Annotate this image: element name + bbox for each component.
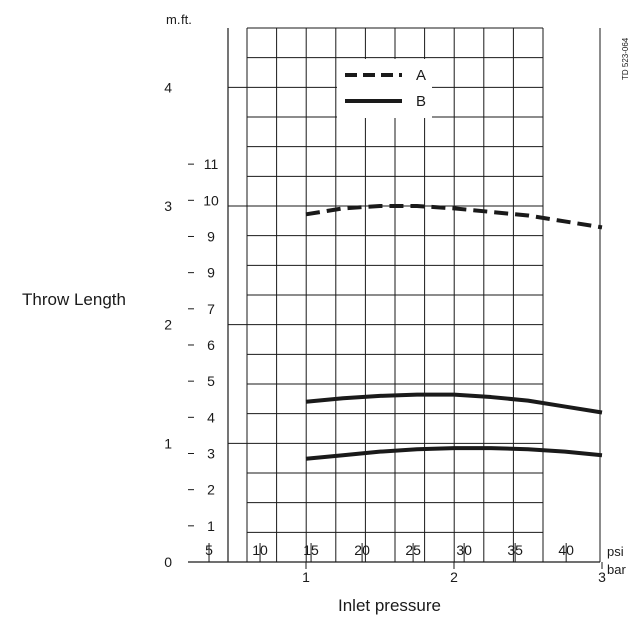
legend-box — [337, 59, 432, 118]
series-line-a-0 — [305, 204, 603, 230]
x-tick-label-psi: 40 — [558, 542, 574, 558]
legend-label-b: B — [416, 93, 426, 110]
x-tick-label-bar: 1 — [302, 569, 310, 585]
y-tick-label-m: 0 — [164, 554, 172, 570]
x-tick-label-psi: 10 — [252, 542, 268, 558]
y-units-secondary: ft. — [181, 12, 192, 27]
x-tick-label-psi: 5 — [205, 542, 213, 558]
plot-curves — [305, 204, 603, 461]
y-tick-label-m: 2 — [164, 317, 172, 333]
x-tick-label-bar: 2 — [450, 569, 458, 585]
y-tick-label-ft: 6 — [207, 337, 215, 353]
y-units-primary: m. — [166, 12, 180, 27]
y-tick-label-ft: 11 — [204, 156, 219, 172]
y-tick-label-ft: 4 — [207, 409, 215, 425]
y-tick-label-ft: 9 — [207, 228, 215, 244]
y-tick-label-ft: 5 — [207, 373, 215, 389]
y-tick-label-ft: 10 — [203, 192, 219, 208]
series-line-b-1 — [305, 392, 603, 415]
y-tick-label-m: 4 — [164, 79, 172, 95]
series-line-b-2 — [305, 446, 603, 461]
x-tick-label-psi: 35 — [507, 542, 523, 558]
y-tick-label-ft: 2 — [207, 482, 215, 498]
x-tick-label-psi: 30 — [456, 542, 472, 558]
y-tick-label-ft: 1 — [207, 518, 215, 534]
x-tick-label-psi: 20 — [354, 542, 370, 558]
y-tick-label-ft: 9 — [207, 265, 215, 281]
y-axis-label: Throw Length — [22, 290, 126, 309]
legend: AB — [337, 59, 432, 118]
y-tick-label-ft: 3 — [207, 445, 215, 461]
document-code: TD 523-064 — [621, 37, 630, 80]
x-tick-label-bar: 3 — [598, 569, 606, 585]
x-tick-label-psi: 15 — [303, 542, 319, 558]
y-tick-label-ft: 7 — [207, 301, 215, 317]
x-units-primary: bar — [607, 562, 626, 577]
x-axis-label: Inlet pressure — [338, 596, 441, 615]
x-units-secondary: psi — [607, 544, 624, 559]
plot-labels: Throw Length Inlet pressure m. ft. psi b… — [22, 12, 630, 615]
legend-label-a: A — [416, 67, 426, 84]
x-tick-label-psi: 25 — [405, 542, 421, 558]
y-tick-label-m: 1 — [164, 435, 172, 451]
y-tick-label-m: 3 — [164, 198, 172, 214]
